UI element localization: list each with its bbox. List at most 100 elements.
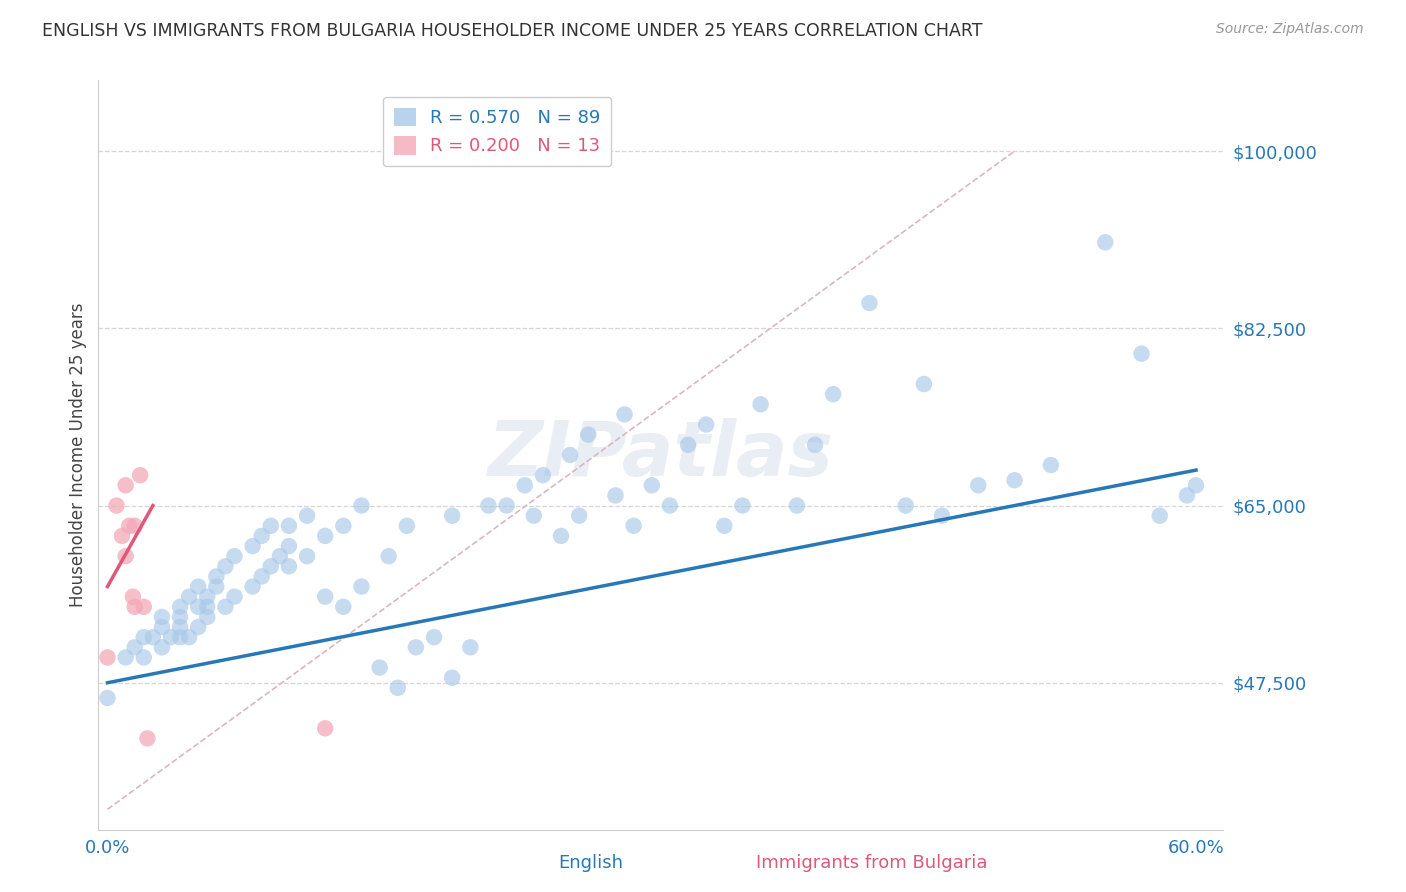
Point [460,640,482,655]
Point [332,599,354,614]
Point [531,468,554,483]
Point [441,671,464,685]
Point [142,630,165,644]
Point [195,590,218,604]
Text: Source: ZipAtlas.com: Source: ZipAtlas.com [1216,22,1364,37]
Point [295,508,318,523]
Point [495,499,517,513]
Point [224,549,246,564]
Point [136,731,159,746]
Point [423,630,446,644]
Point [1004,473,1026,487]
Point [129,468,152,483]
Point [395,518,418,533]
Point [713,518,735,533]
Point [132,599,155,614]
Point [260,559,283,574]
Point [124,640,146,655]
Text: ENGLISH VS IMMIGRANTS FROM BULGARIA HOUSEHOLDER INCOME UNDER 25 YEARS CORRELATIO: ENGLISH VS IMMIGRANTS FROM BULGARIA HOUS… [42,22,983,40]
Point [169,630,191,644]
Point [150,640,173,655]
Point [576,427,599,442]
Point [114,650,136,665]
Point [931,508,953,523]
Point [214,559,236,574]
Point [132,650,155,665]
Point [658,499,681,513]
Point [1094,235,1116,250]
Point [1039,458,1062,472]
Point [858,296,880,310]
Point [1149,508,1171,523]
Point [623,518,645,533]
Point [250,529,273,543]
Point [277,518,299,533]
Text: English: English [558,855,623,872]
Point [912,377,935,392]
Point [277,559,299,574]
Point [96,650,118,665]
Legend: R = 0.570   N = 89, R = 0.200   N = 13: R = 0.570 N = 89, R = 0.200 N = 13 [382,97,612,166]
Point [477,499,499,513]
Point [1130,346,1153,360]
Point [96,690,118,705]
Point [786,499,808,513]
Point [641,478,664,492]
Point [179,590,201,604]
Point [350,499,373,513]
Point [205,569,228,583]
Point [894,499,917,513]
Point [187,580,209,594]
Text: Immigrants from Bulgaria: Immigrants from Bulgaria [756,855,987,872]
Point [250,569,273,583]
Point [105,499,128,513]
Point [118,518,141,533]
Point [377,549,399,564]
Point [150,610,173,624]
Point [132,630,155,644]
Y-axis label: Householder Income Under 25 years: Householder Income Under 25 years [69,302,87,607]
Point [224,590,246,604]
Point [114,478,136,492]
Point [269,549,291,564]
Point [731,499,754,513]
Point [1175,488,1198,502]
Point [169,599,191,614]
Text: ZIPatlas: ZIPatlas [488,418,834,491]
Point [187,620,209,634]
Point [195,610,218,624]
Point [823,387,845,401]
Point [111,529,134,543]
Point [260,518,283,533]
Point [114,549,136,564]
Point [1185,478,1208,492]
Point [676,438,699,452]
Point [150,620,173,634]
Point [804,438,827,452]
Point [242,580,264,594]
Point [314,721,336,735]
Point [179,630,201,644]
Point [169,620,191,634]
Point [350,580,373,594]
Point [441,508,464,523]
Point [405,640,427,655]
Point [187,599,209,614]
Point [122,590,145,604]
Point [368,660,391,674]
Point [124,599,146,614]
Point [550,529,572,543]
Point [169,610,191,624]
Point [242,539,264,553]
Point [967,478,990,492]
Point [332,518,354,533]
Point [295,549,318,564]
Point [314,590,336,604]
Point [124,518,146,533]
Point [160,630,183,644]
Point [558,448,581,462]
Point [568,508,591,523]
Point [613,408,636,422]
Point [277,539,299,553]
Point [314,529,336,543]
